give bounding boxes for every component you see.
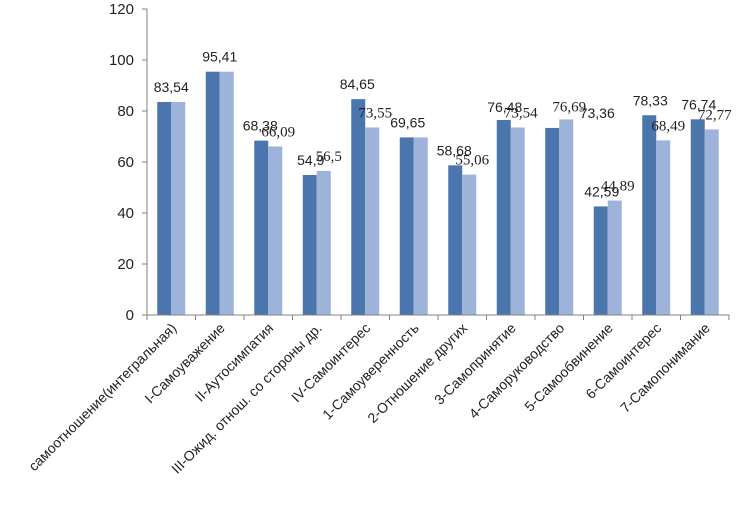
bar-series2 — [510, 127, 525, 316]
y-tick-label: 40 — [117, 205, 134, 222]
bar-series2 — [656, 140, 671, 315]
bar-series1 — [496, 119, 511, 315]
y-axis: 0 20 40 60 80 100 120 — [109, 1, 148, 324]
bar-series1 — [448, 165, 463, 315]
y-tick-label: 20 — [117, 256, 134, 273]
bar-series1 — [593, 206, 608, 315]
bar-series1 — [205, 71, 220, 315]
data-label-series2: 56,5 — [316, 149, 342, 165]
data-label-series1: 95,41 — [202, 49, 237, 65]
data-label-series2: 55,06 — [455, 153, 489, 169]
data-label-series1: 84,65 — [340, 76, 375, 92]
bar-series2 — [268, 146, 283, 315]
x-axis: самоотношение(интегральная)I-Самоуважени… — [25, 314, 730, 477]
data-label-series2: 72,77 — [698, 107, 732, 123]
bar-series1 — [690, 119, 705, 315]
y-tick-label: 60 — [117, 154, 134, 171]
y-tick-label: 0 — [126, 307, 134, 324]
x-category-label: 5-Самообвинение — [521, 320, 616, 415]
bar-series1 — [545, 127, 560, 315]
bar-series1 — [351, 99, 366, 315]
data-label-series1: 78,33 — [633, 92, 668, 108]
bar-series1 — [399, 137, 414, 315]
bar-series2 — [171, 101, 186, 316]
bar-series2 — [219, 71, 234, 315]
bar-series2 — [559, 119, 574, 316]
data-label-series2: 73,55 — [358, 105, 392, 121]
data-label-series1: 83,54 — [154, 79, 189, 95]
data-label-series1: 76,74 — [681, 96, 716, 112]
data-label-series2: 66,09 — [261, 124, 295, 140]
data-label-series1: 69,65 — [390, 114, 425, 130]
data-label-series1: 42,59 — [584, 183, 619, 199]
bar-series1 — [642, 115, 657, 315]
x-category-label: 4-Саморуководство — [466, 320, 568, 422]
x-category-label: 7-Самопонимание — [617, 320, 713, 416]
x-category-label: 3-Самопринятие — [431, 320, 519, 408]
data-label-series2: 76,69 — [552, 99, 586, 115]
bar-series2 — [413, 137, 428, 315]
y-tick-label: 100 — [109, 52, 134, 69]
y-tick-label: 80 — [117, 103, 134, 120]
bar-series2 — [316, 170, 331, 315]
data-label-series2: 73,54 — [504, 105, 538, 121]
data-label-extra: 73,36 — [580, 105, 615, 121]
data-label-series1: 76,48 — [487, 99, 522, 115]
data-label-series2: 68,49 — [651, 118, 685, 134]
bar-series1 — [157, 101, 172, 316]
bar-series2 — [704, 129, 719, 315]
bar-series1 — [254, 140, 269, 315]
y-tick-label: 120 — [109, 1, 134, 18]
bar-series2 — [607, 200, 622, 315]
data-label-series1: 54,9 — [297, 152, 324, 168]
data-label-series1: 58,68 — [437, 142, 472, 158]
bar-series1 — [302, 175, 317, 315]
data-label-series2: 44,89 — [601, 179, 635, 195]
bar-series2 — [462, 174, 477, 315]
data-label-series1: 68,38 — [243, 118, 278, 134]
bars — [157, 71, 719, 316]
bar-series2 — [365, 127, 380, 315]
